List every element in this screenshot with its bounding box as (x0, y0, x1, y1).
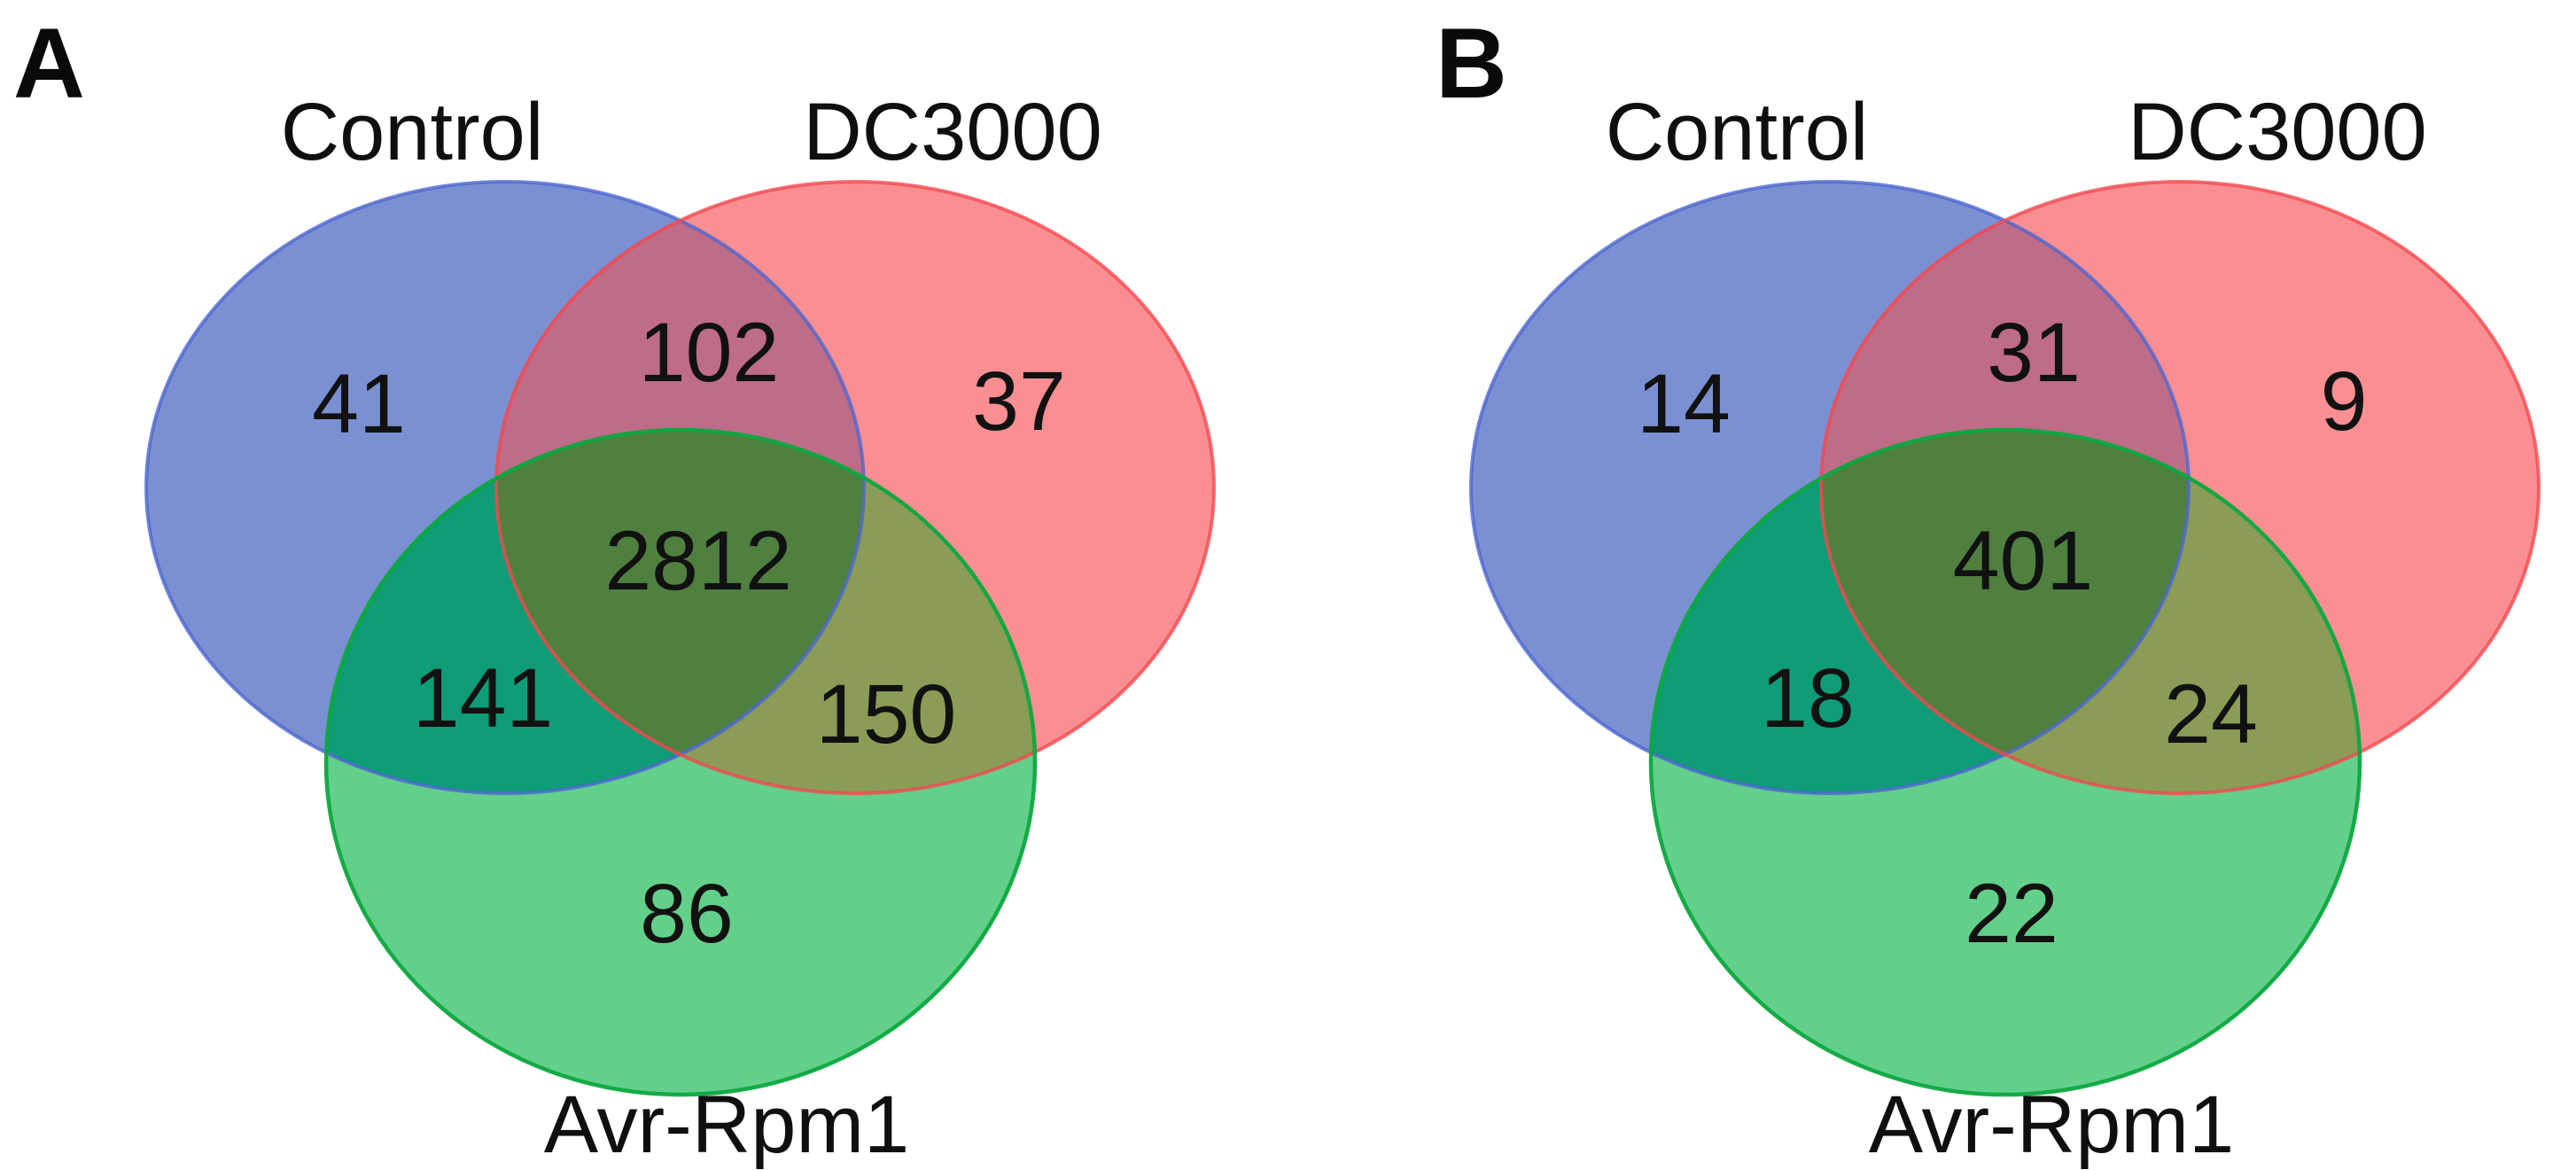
venn-panel-a: A Control DC3000 Avr-Rpm1 41 102 37 2812… (13, 8, 1216, 1170)
control-circle-outline (144, 180, 866, 795)
count-control-avrrpm1: 141 (413, 651, 554, 745)
count-control-avrrpm1: 18 (1761, 651, 1855, 745)
dc3000-circle-outline (494, 180, 1216, 795)
dc3000-circle-outline (1819, 180, 2541, 795)
control-circle-outline (1469, 180, 2191, 795)
panel-letter: A (13, 8, 85, 119)
count-avrrpm1-only: 86 (640, 867, 734, 961)
count-all-three: 401 (1953, 514, 2094, 608)
count-avrrpm1-only: 22 (1965, 867, 2058, 961)
control-set-label: Control (281, 87, 544, 177)
panel-letter: B (1436, 8, 1507, 119)
count-dc3000-only: 37 (972, 355, 1066, 448)
count-dc3000-avrrpm1: 150 (816, 667, 957, 761)
count-control-only: 41 (312, 357, 406, 451)
avrrpm1-circle-outline (323, 427, 1038, 1097)
venn-panel-b: B Control DC3000 Avr-Rpm1 14 31 9 401 18… (1436, 8, 2541, 1170)
dc3000-set-label: DC3000 (803, 87, 1102, 177)
count-control-dc3000: 31 (1987, 306, 2081, 400)
count-control-only: 14 (1637, 357, 1731, 451)
avrrpm1-set-label: Avr-Rpm1 (1869, 1080, 2234, 1170)
avrrpm1-circle-outline (1648, 427, 2362, 1097)
count-all-three: 2812 (604, 514, 791, 608)
control-set-label: Control (1606, 87, 1869, 177)
dc3000-set-label: DC3000 (2128, 87, 2427, 177)
avrrpm1-set-label: Avr-Rpm1 (544, 1080, 909, 1170)
count-dc3000-only: 9 (2321, 355, 2368, 448)
count-control-dc3000: 102 (639, 306, 780, 400)
count-dc3000-avrrpm1: 24 (2164, 667, 2258, 761)
